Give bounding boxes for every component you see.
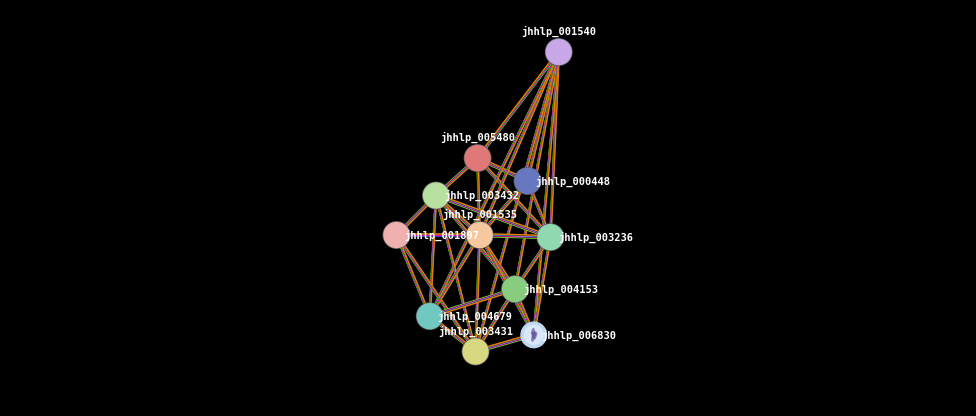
Circle shape xyxy=(515,168,540,193)
Circle shape xyxy=(384,223,409,248)
Circle shape xyxy=(417,303,443,329)
Circle shape xyxy=(538,225,563,250)
Polygon shape xyxy=(533,333,535,337)
Circle shape xyxy=(503,277,527,302)
Circle shape xyxy=(524,325,543,344)
Text: jhhlp_003236: jhhlp_003236 xyxy=(558,231,633,243)
Text: jhhlp_001540: jhhlp_001540 xyxy=(521,26,596,37)
Circle shape xyxy=(384,222,410,248)
Polygon shape xyxy=(533,332,535,338)
Circle shape xyxy=(502,276,528,302)
Circle shape xyxy=(465,145,491,171)
Text: jhhlp_003431: jhhlp_003431 xyxy=(438,325,513,337)
Circle shape xyxy=(463,339,488,364)
Circle shape xyxy=(467,222,493,248)
Circle shape xyxy=(547,40,571,64)
Circle shape xyxy=(521,322,547,348)
Circle shape xyxy=(537,224,563,250)
Polygon shape xyxy=(532,329,537,341)
Circle shape xyxy=(468,223,492,248)
Text: jhhlp_001897: jhhlp_001897 xyxy=(404,229,479,241)
Text: jhhlp_005480: jhhlp_005480 xyxy=(440,132,515,143)
Circle shape xyxy=(418,304,442,329)
Text: jhhlp_000448: jhhlp_000448 xyxy=(535,175,610,187)
Polygon shape xyxy=(533,332,535,339)
Circle shape xyxy=(514,168,541,194)
Circle shape xyxy=(423,182,449,209)
Text: jhhlp_003432: jhhlp_003432 xyxy=(444,190,519,201)
Text: jhhlp_004153: jhhlp_004153 xyxy=(523,283,598,295)
Circle shape xyxy=(466,146,490,171)
Text: jhhlp_004679: jhhlp_004679 xyxy=(437,310,512,322)
Circle shape xyxy=(424,183,449,208)
Circle shape xyxy=(546,39,572,65)
Text: jhhlp_001535: jhhlp_001535 xyxy=(442,209,517,220)
Circle shape xyxy=(463,338,489,365)
Text: jhhlp_006830: jhhlp_006830 xyxy=(542,329,617,341)
